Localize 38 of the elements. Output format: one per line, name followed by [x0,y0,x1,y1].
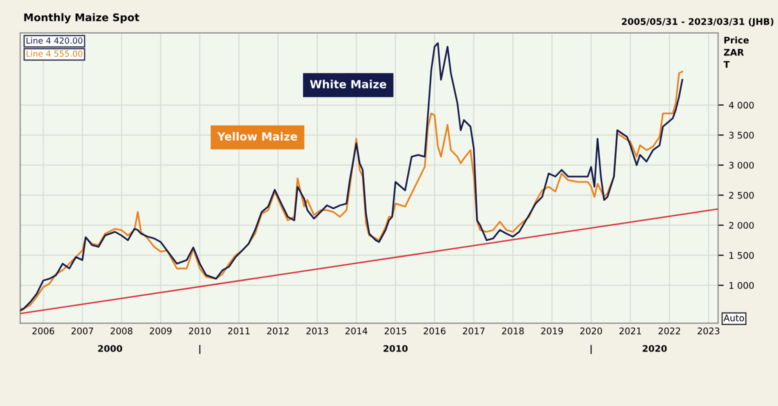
x-tick-label: 2020 [580,328,602,334]
y-tick-label: 4 000 [728,102,754,109]
y-tick-label: 1 500 [730,252,754,259]
x-tick-label: 2023 [698,328,720,334]
chart-subtitle: 2005/05/31 - 2023/03/31 (JHB) [622,18,774,27]
x-tick-label: 2008 [110,328,132,334]
text: White Maize [310,80,386,88]
x-tick-label: 2021 [620,328,641,334]
annotation: Line 4 555.00 [26,50,82,57]
x-tick-label: 2013 [306,328,328,334]
x-tick-label: 2017 [462,328,485,334]
text: | [590,344,592,354]
x-tick-label: 2018 [502,328,524,334]
y-tick-label: 3 000 [729,162,754,169]
x-tick-label: 2016 [424,328,446,334]
x-tick-label: 2019 [541,328,563,334]
x-tick-label: 2010 [188,328,211,334]
y-tick-label: 2 000 [729,222,754,229]
y-tick-label: 2 500 [729,192,754,199]
x-tick-label: 2014 [346,328,368,334]
x-tick-label: 2009 [150,328,172,334]
text: Auto [724,314,744,322]
x-tick-label: 2011 [228,328,250,334]
text: Yellow Maize [217,132,298,141]
y-tick-label: 3 500 [729,132,754,139]
text: | [199,344,200,354]
y-axis-title: Price ZAR T [724,36,749,68]
x-tick-label: 2015 [384,328,406,334]
chart-title: Monthly Maize Spot [24,13,140,24]
x-tick-label: 2006 [32,328,54,334]
x-tick-label: 2022 [658,328,680,334]
text: 2020 [642,345,667,352]
y-tick-label: 1 000 [730,282,754,289]
x-tick-label: 2012 [267,328,289,334]
x-tick-label: 2007 [72,328,94,334]
text: 2000 [98,345,122,352]
text: 2010 [384,345,408,352]
annotation: Line 4 420.00 [26,37,82,44]
